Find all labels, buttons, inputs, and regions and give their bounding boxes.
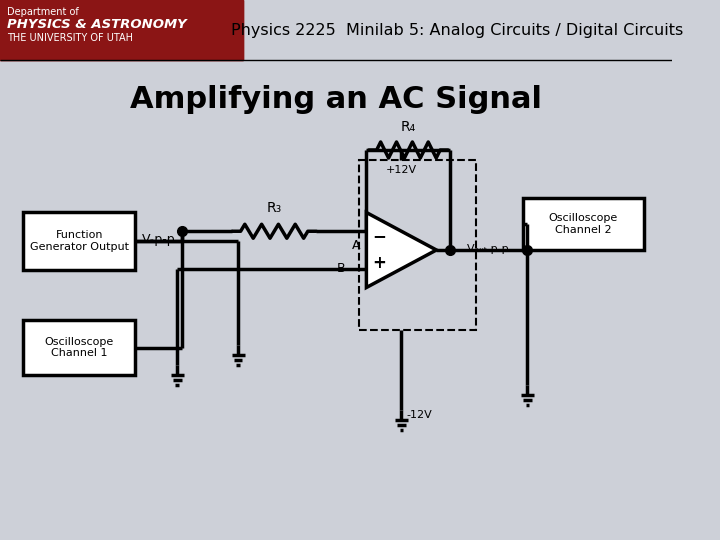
Text: R₃: R₃ <box>266 201 282 215</box>
Text: Vₒᵤₜ p-p: Vₒᵤₜ p-p <box>467 244 509 254</box>
Text: Physics 2225  Minilab 5: Analog Circuits / Digital Circuits: Physics 2225 Minilab 5: Analog Circuits … <box>231 23 683 37</box>
Text: Vₐp-p: Vₐp-p <box>142 233 176 246</box>
Text: Amplifying an AC Signal: Amplifying an AC Signal <box>130 85 542 114</box>
Text: PHYSICS & ASTRONOMY: PHYSICS & ASTRONOMY <box>7 18 187 31</box>
Bar <box>0 0 243 60</box>
Text: R₄: R₄ <box>401 120 416 134</box>
Text: Department of: Department of <box>7 7 79 17</box>
Bar <box>0 0 243 60</box>
Text: Oscilloscope
Channel 2: Oscilloscope Channel 2 <box>549 213 618 235</box>
Text: THE UNIVERSITY OF UTAH: THE UNIVERSITY OF UTAH <box>7 33 133 43</box>
Text: Oscilloscope
Channel 1: Oscilloscope Channel 1 <box>45 337 114 359</box>
Bar <box>523 198 644 250</box>
Text: +12V: +12V <box>386 165 417 175</box>
Text: -12V: -12V <box>406 410 432 420</box>
Text: −: − <box>372 227 386 246</box>
Bar <box>23 320 135 375</box>
Text: B: B <box>337 262 346 275</box>
Text: A: A <box>352 239 361 252</box>
Polygon shape <box>366 213 436 287</box>
Text: Function
Generator Output: Function Generator Output <box>30 230 129 252</box>
Text: +: + <box>372 254 386 273</box>
Bar <box>359 160 476 330</box>
Bar <box>0 0 672 60</box>
Bar <box>23 212 135 270</box>
